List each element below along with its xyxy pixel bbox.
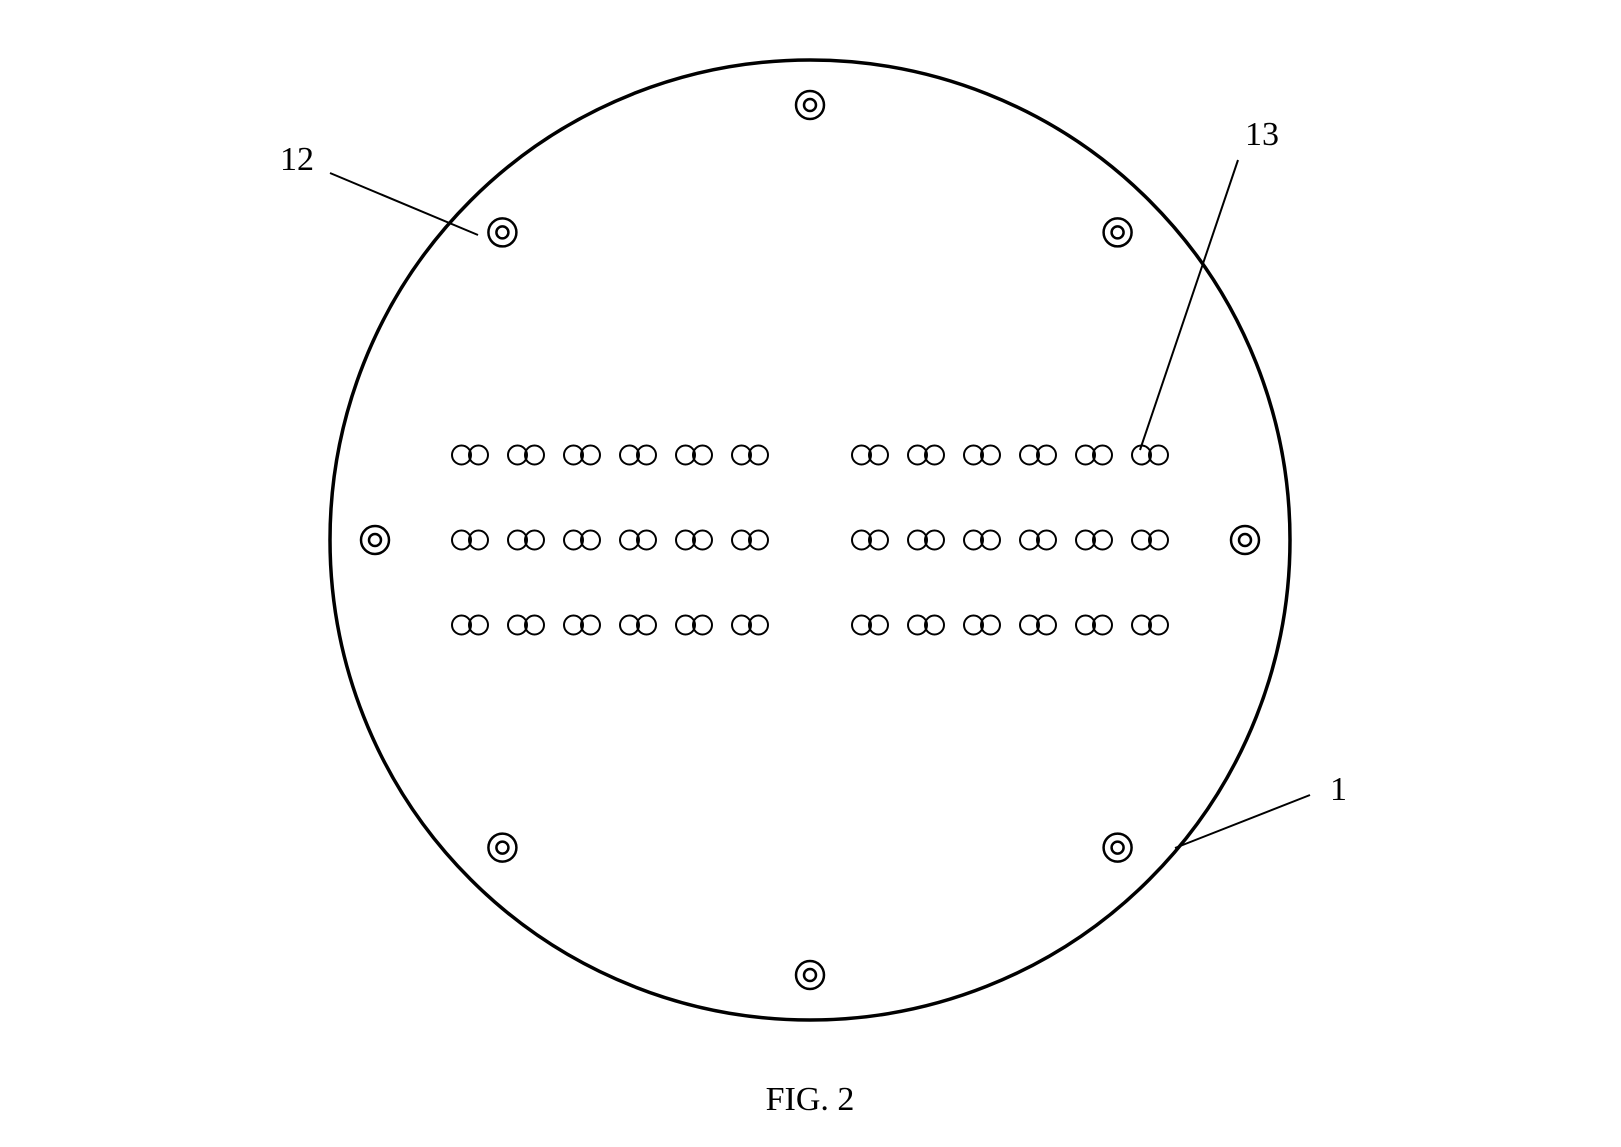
hole-pair bbox=[452, 616, 488, 635]
leader-line-12 bbox=[330, 173, 478, 235]
hole-pair bbox=[452, 531, 488, 550]
hole-pair bbox=[1020, 446, 1056, 465]
bolt-hole bbox=[1104, 218, 1132, 246]
bolt-hole bbox=[796, 961, 824, 989]
hole-pair bbox=[852, 531, 888, 550]
label-1: 1 bbox=[1330, 771, 1347, 808]
bolt-hole bbox=[361, 526, 389, 554]
label-13: 13 bbox=[1245, 116, 1279, 153]
figure-svg: 12 13 1 FIG. 2 bbox=[0, 0, 1621, 1147]
bolt-hole bbox=[488, 834, 516, 862]
hole-pair bbox=[676, 446, 712, 465]
hole-pair bbox=[852, 446, 888, 465]
hole-pair bbox=[676, 531, 712, 550]
hole-pair bbox=[964, 446, 1000, 465]
hole-pair bbox=[1076, 531, 1112, 550]
hole-pair bbox=[564, 616, 600, 635]
hole-pair bbox=[1132, 616, 1168, 635]
hole-pair bbox=[620, 446, 656, 465]
hole-pair bbox=[564, 531, 600, 550]
hole-pair bbox=[508, 446, 544, 465]
hole-pair bbox=[676, 616, 712, 635]
bolt-hole bbox=[1104, 834, 1132, 862]
label-12: 12 bbox=[280, 141, 314, 178]
bolt-hole bbox=[1231, 526, 1259, 554]
hole-pair bbox=[964, 616, 1000, 635]
hole-pair bbox=[508, 616, 544, 635]
hole-pair bbox=[732, 446, 768, 465]
leader-line-1 bbox=[1175, 795, 1310, 848]
hole-pair bbox=[620, 616, 656, 635]
hole-pair bbox=[1132, 446, 1168, 465]
bolt-hole bbox=[796, 91, 824, 119]
hole-pair bbox=[452, 446, 488, 465]
bolt-hole bbox=[488, 218, 516, 246]
hole-pair bbox=[1020, 616, 1056, 635]
hole-pair bbox=[852, 616, 888, 635]
hole-pair bbox=[732, 531, 768, 550]
figure-caption: FIG. 2 bbox=[766, 1081, 855, 1118]
hole-pair bbox=[908, 531, 944, 550]
hole-pair bbox=[508, 531, 544, 550]
hole-pair bbox=[1076, 446, 1112, 465]
hole-pair bbox=[1132, 531, 1168, 550]
hole-pair bbox=[620, 531, 656, 550]
hole-pair bbox=[964, 531, 1000, 550]
hole-pair bbox=[1076, 616, 1112, 635]
main-circle bbox=[330, 60, 1290, 1020]
hole-pair bbox=[564, 446, 600, 465]
hole-pair bbox=[908, 446, 944, 465]
hole-pair bbox=[1020, 531, 1056, 550]
hole-pair bbox=[908, 616, 944, 635]
hole-pair bbox=[732, 616, 768, 635]
